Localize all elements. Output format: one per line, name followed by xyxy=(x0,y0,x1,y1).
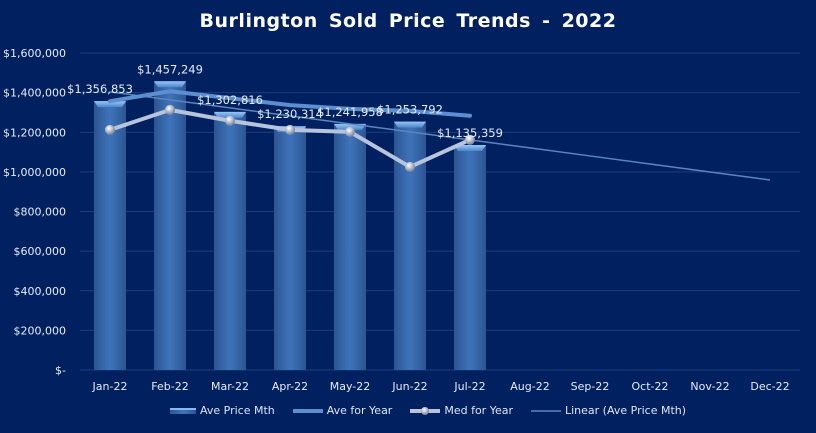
med-point xyxy=(285,124,295,135)
line-swatch-icon xyxy=(292,408,323,413)
trendline-linear xyxy=(109,91,771,181)
bar-bevel xyxy=(454,145,486,152)
y-tick-label: $200,000 xyxy=(14,324,67,337)
med-point xyxy=(165,104,175,115)
bar-bevel xyxy=(214,111,246,118)
x-tick-label: Sep-22 xyxy=(571,380,610,393)
bar-bevel xyxy=(154,81,186,88)
y-tick-label: $1,600,000 xyxy=(3,47,66,60)
marker-line-swatch-icon xyxy=(410,406,441,415)
y-tick-label: $1,200,000 xyxy=(3,126,66,139)
x-tick-label: Jul-22 xyxy=(453,380,485,393)
data-label: $1,457,249 xyxy=(137,62,203,76)
bar-ave-price-mth xyxy=(334,123,366,370)
x-tick-label: Jan-22 xyxy=(92,380,128,393)
legend-label: Ave for Year xyxy=(326,404,393,417)
legend-item-linear-trend: Linear (Ave Price Mth) xyxy=(531,404,686,417)
med-point xyxy=(405,161,415,172)
thin-line-swatch-icon xyxy=(531,409,561,412)
x-tick-label: Apr-22 xyxy=(272,380,308,393)
y-tick-label: $- xyxy=(55,364,66,377)
bar-ave-price-mth xyxy=(154,81,186,371)
legend-label: Ave Price Mth xyxy=(200,404,275,417)
med-point xyxy=(105,124,115,135)
x-tick-label: Dec-22 xyxy=(750,380,789,393)
data-label: $1,302,816 xyxy=(197,93,263,107)
bar-bevel xyxy=(394,121,426,128)
x-tick-label: Oct-22 xyxy=(632,380,669,393)
y-tick-label: $1,400,000 xyxy=(3,87,66,100)
legend-item-ave-price-mth: Ave Price Mth xyxy=(170,404,275,417)
chart-title: Burlington Sold Price Trends - 2022 xyxy=(199,10,617,32)
data-label: $1,241,958 xyxy=(317,105,383,119)
legend: Ave Price Mth Ave for Year Med for Year … xyxy=(170,404,686,417)
x-tick-label: Jun-22 xyxy=(391,380,427,393)
y-tick-label: $800,000 xyxy=(14,206,67,219)
bar-bevel xyxy=(94,101,126,108)
y-tick-label: $1,000,000 xyxy=(3,166,66,179)
bar-ave-price-mth xyxy=(94,101,126,371)
bar-ave-price-mth xyxy=(214,111,246,370)
x-tick-label: May-22 xyxy=(330,380,371,393)
x-tick-label: Mar-22 xyxy=(211,380,249,393)
data-label: $1,356,853 xyxy=(67,82,133,96)
med-point xyxy=(345,126,355,137)
y-tick-label: $400,000 xyxy=(14,285,67,298)
bar-ave-price-mth xyxy=(454,145,486,370)
data-label: $1,135,359 xyxy=(437,126,503,140)
legend-label: Med for Year xyxy=(444,404,513,417)
line-ave-for-year xyxy=(108,89,472,118)
data-label: $1,253,792 xyxy=(377,103,443,117)
x-tick-label: Nov-22 xyxy=(690,380,729,393)
legend-label: Linear (Ave Price Mth) xyxy=(565,404,687,417)
med-point xyxy=(465,134,475,145)
bar-swatch-icon xyxy=(170,407,196,414)
med-point xyxy=(225,115,235,126)
x-tick-label: Feb-22 xyxy=(151,380,188,393)
bar-ave-price-mth xyxy=(274,126,306,370)
data-label: $1,230,314 xyxy=(257,107,323,121)
legend-item-med-for-year: Med for Year xyxy=(410,404,513,417)
x-tick-label: Aug-22 xyxy=(510,380,549,393)
legend-item-ave-for-year: Ave for Year xyxy=(292,404,393,417)
y-tick-label: $600,000 xyxy=(14,245,67,258)
